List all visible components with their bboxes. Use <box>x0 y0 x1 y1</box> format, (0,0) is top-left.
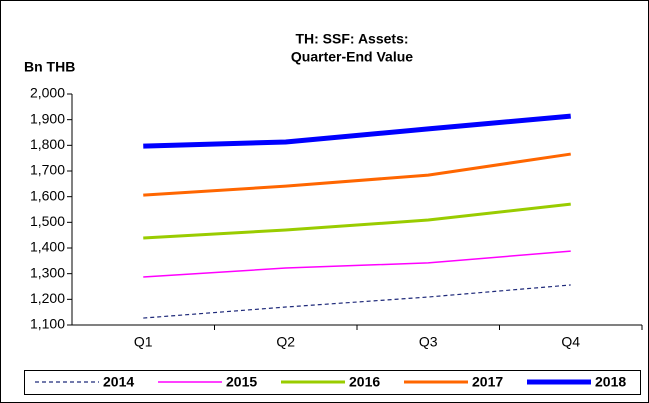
series-line <box>143 250 571 278</box>
y-tick-label: 2,000 <box>30 85 65 101</box>
x-tick-label: Q2 <box>276 334 295 350</box>
series-line <box>143 152 571 197</box>
y-tick-label: 1,500 <box>30 213 65 229</box>
legend-box <box>24 370 641 395</box>
x-tick-label: Q3 <box>419 334 438 350</box>
y-tick-label: 1,100 <box>30 316 65 332</box>
x-tick-label: Q4 <box>561 334 580 350</box>
series-line <box>143 113 571 149</box>
y-axis-label: Bn THB <box>24 59 75 75</box>
y-tick-label: 1,300 <box>30 264 65 280</box>
y-tick-label: 1,600 <box>30 187 65 203</box>
chart-title: Quarter-End Value <box>291 49 413 65</box>
series-line <box>143 284 571 319</box>
y-tick-label: 1,700 <box>30 162 65 178</box>
y-tick-label: 1,400 <box>30 239 65 255</box>
legend-label: 2018 <box>595 374 626 390</box>
y-tick-label: 1,200 <box>30 290 65 306</box>
chart-title: TH: SSF: Assets: <box>295 31 408 47</box>
y-tick-label: 1,900 <box>30 110 65 126</box>
legend-label: 2017 <box>472 374 503 390</box>
x-tick-label: Q1 <box>134 334 153 350</box>
legend-label: 2016 <box>349 374 380 390</box>
series-line <box>143 202 571 240</box>
y-tick-label: 1,800 <box>30 136 65 152</box>
legend-label: 2014 <box>103 374 134 390</box>
legend-label: 2015 <box>226 374 257 390</box>
